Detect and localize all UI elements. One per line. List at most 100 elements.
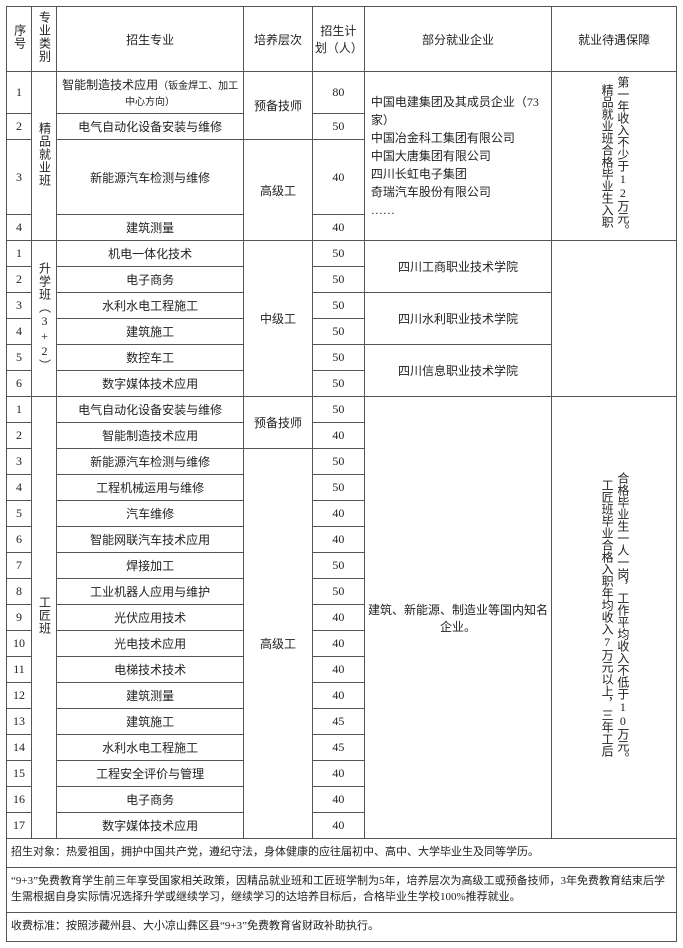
col-plan: 招生计划（人） [312, 7, 364, 72]
salary-cell-gongjiang: 工匠班毕业合格入职年均收入7万元以上，三年工后 合格毕业生一人一岗，工作平均收入… [552, 397, 677, 839]
plan-cell: 80 [312, 72, 364, 114]
plan-cell: 50 [312, 319, 364, 345]
major-cell: 电子商务 [56, 787, 243, 813]
major-cell: 电子商务 [56, 267, 243, 293]
row-seq: 9 [7, 605, 32, 631]
plan-cell: 40 [312, 140, 364, 215]
employers-cell: 四川信息职业技术学院 [364, 345, 551, 397]
major-cell: 数控车工 [56, 345, 243, 371]
plan-cell: 50 [312, 345, 364, 371]
plan-cell: 50 [312, 579, 364, 605]
plan-cell: 45 [312, 709, 364, 735]
plan-cell: 50 [312, 241, 364, 267]
row-seq: 6 [7, 371, 32, 397]
col-emp: 部分就业企业 [364, 7, 551, 72]
level-cell: 高级工 [244, 449, 313, 839]
col-cat: 专业类别 [31, 7, 56, 72]
major-cell: 数字媒体技术应用 [56, 813, 243, 839]
footnote-row-1: 招生对象：热爱祖国，拥护中国共产党，遵纪守法，身体健康的应往届初中、高中、大学毕… [7, 839, 677, 868]
row-seq: 4 [7, 475, 32, 501]
major-cell: 建筑施工 [56, 709, 243, 735]
row-seq: 1 [7, 241, 32, 267]
major-cell: 智能网联汽车技术应用 [56, 527, 243, 553]
row-seq: 2 [7, 114, 32, 140]
table-row: 1 工匠班 电气自动化设备安装与维修 预备技师 50 建筑、新能源、制造业等国内… [7, 397, 677, 423]
row-seq: 7 [7, 553, 32, 579]
major-cell: 智能制造技术应用（钣金焊工、加工中心方向） [56, 72, 243, 114]
table-row: 1 精品就业班 智能制造技术应用（钣金焊工、加工中心方向） 预备技师 80 中国… [7, 72, 677, 114]
row-seq: 5 [7, 501, 32, 527]
major-cell: 建筑测量 [56, 683, 243, 709]
col-sal: 就业待遇保障 [552, 7, 677, 72]
major-cell: 电梯技术技术 [56, 657, 243, 683]
plan-cell: 50 [312, 449, 364, 475]
category-cell-shengxue: 升学班（3+2） [31, 241, 56, 397]
major-cell: 工程安全评价与管理 [56, 761, 243, 787]
salary-cell-empty [552, 241, 677, 397]
row-seq: 10 [7, 631, 32, 657]
level-cell: 预备技师 [244, 72, 313, 140]
plan-cell: 40 [312, 761, 364, 787]
plan-cell: 40 [312, 631, 364, 657]
row-seq: 16 [7, 787, 32, 813]
plan-cell: 40 [312, 501, 364, 527]
row-seq: 4 [7, 319, 32, 345]
major-cell: 建筑施工 [56, 319, 243, 345]
plan-cell: 40 [312, 423, 364, 449]
row-seq: 8 [7, 579, 32, 605]
plan-cell: 40 [312, 215, 364, 241]
major-cell: 机电一体化技术 [56, 241, 243, 267]
row-seq: 3 [7, 293, 32, 319]
row-seq: 6 [7, 527, 32, 553]
major-cell: 光伏应用技术 [56, 605, 243, 631]
row-seq: 4 [7, 215, 32, 241]
plan-cell: 40 [312, 657, 364, 683]
plan-cell: 50 [312, 267, 364, 293]
major-cell: 智能制造技术应用 [56, 423, 243, 449]
table-header-row: 序号 专业类别 招生专业 培养层次 招生计划（人） 部分就业企业 就业待遇保障 [7, 7, 677, 72]
major-cell: 工业机器人应用与维护 [56, 579, 243, 605]
row-seq: 13 [7, 709, 32, 735]
row-seq: 3 [7, 140, 32, 215]
footnote-3: 收费标准：按照涉藏州县、大小凉山彝区县“9+3”免费教育省财政补助执行。 [7, 912, 677, 941]
plan-cell: 50 [312, 371, 364, 397]
footnote-row-2: “9+3”免费教育学生前三年享受国家相关政策，因精品就业班和工匠班学制为5年，培… [7, 867, 677, 912]
level-cell: 高级工 [244, 140, 313, 241]
plan-cell: 50 [312, 475, 364, 501]
major-cell: 新能源汽车检测与维修 [56, 140, 243, 215]
major-cell: 建筑测量 [56, 215, 243, 241]
major-cell: 光电技术应用 [56, 631, 243, 657]
plan-cell: 50 [312, 114, 364, 140]
employers-cell: 四川水利职业技术学院 [364, 293, 551, 345]
row-seq: 17 [7, 813, 32, 839]
employers-cell-gongjiang: 建筑、新能源、制造业等国内知名企业。 [364, 397, 551, 839]
major-cell: 汽车维修 [56, 501, 243, 527]
major-cell: 水利水电工程施工 [56, 735, 243, 761]
footnote-2: “9+3”免费教育学生前三年享受国家相关政策，因精品就业班和工匠班学制为5年，培… [7, 867, 677, 912]
plan-cell: 50 [312, 553, 364, 579]
row-seq: 12 [7, 683, 32, 709]
major-cell: 新能源汽车检测与维修 [56, 449, 243, 475]
col-seq: 序号 [7, 7, 32, 72]
plan-cell: 40 [312, 683, 364, 709]
plan-cell: 50 [312, 293, 364, 319]
row-seq: 2 [7, 267, 32, 293]
footnote-1: 招生对象：热爱祖国，拥护中国共产党，遵纪守法，身体健康的应往届初中、高中、大学毕… [7, 839, 677, 868]
employers-cell: 四川工商职业技术学院 [364, 241, 551, 293]
table-row: 1 升学班（3+2） 机电一体化技术 中级工 50 四川工商职业技术学院 [7, 241, 677, 267]
major-cell: 水利水电工程施工 [56, 293, 243, 319]
row-seq: 14 [7, 735, 32, 761]
row-seq: 3 [7, 449, 32, 475]
category-cell-jingpin: 精品就业班 [31, 72, 56, 241]
plan-cell: 45 [312, 735, 364, 761]
row-seq: 5 [7, 345, 32, 371]
footnote-row-3: 收费标准：按照涉藏州县、大小凉山彝区县“9+3”免费教育省财政补助执行。 [7, 912, 677, 941]
level-cell: 预备技师 [244, 397, 313, 449]
plan-cell: 40 [312, 813, 364, 839]
row-seq: 11 [7, 657, 32, 683]
plan-cell: 40 [312, 787, 364, 813]
plan-cell: 40 [312, 527, 364, 553]
level-cell: 中级工 [244, 241, 313, 397]
category-cell-gongjiang: 工匠班 [31, 397, 56, 839]
major-cell: 工程机械运用与维修 [56, 475, 243, 501]
